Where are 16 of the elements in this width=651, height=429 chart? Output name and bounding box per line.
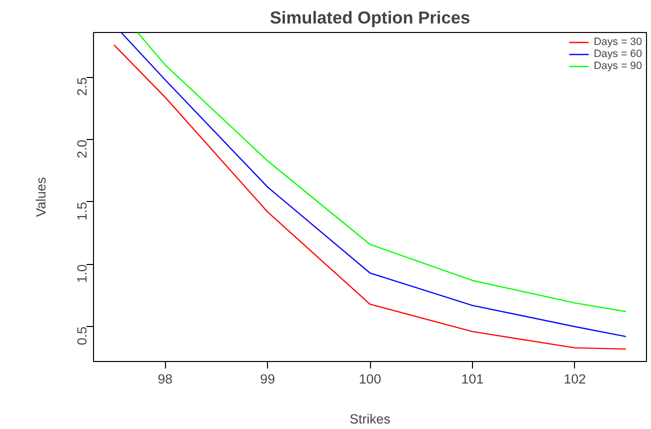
x-tick-label: 102	[564, 372, 586, 386]
y-tick-label: 1.5	[74, 202, 90, 221]
y-tick-label: 0.5	[74, 326, 90, 346]
x-tick-label: 100	[358, 372, 382, 386]
y-tick-label: 2.5	[74, 77, 90, 96]
legend-label: Days = 30	[594, 36, 642, 48]
y-axis-title: Values	[34, 176, 48, 217]
x-tick-label: 101	[461, 372, 484, 386]
y-tick-label: 1.0	[74, 264, 90, 283]
x-tick-label: 99	[260, 372, 276, 386]
legend-label: Days = 90	[594, 60, 642, 72]
y-tick-label: 2.0	[74, 140, 90, 158]
x-tick-label: 98	[158, 372, 173, 386]
x-axis-title: Strikes	[350, 412, 391, 426]
chart-title: Simulated Option Prices	[270, 8, 470, 28]
legend-label: Days = 60	[594, 48, 642, 60]
